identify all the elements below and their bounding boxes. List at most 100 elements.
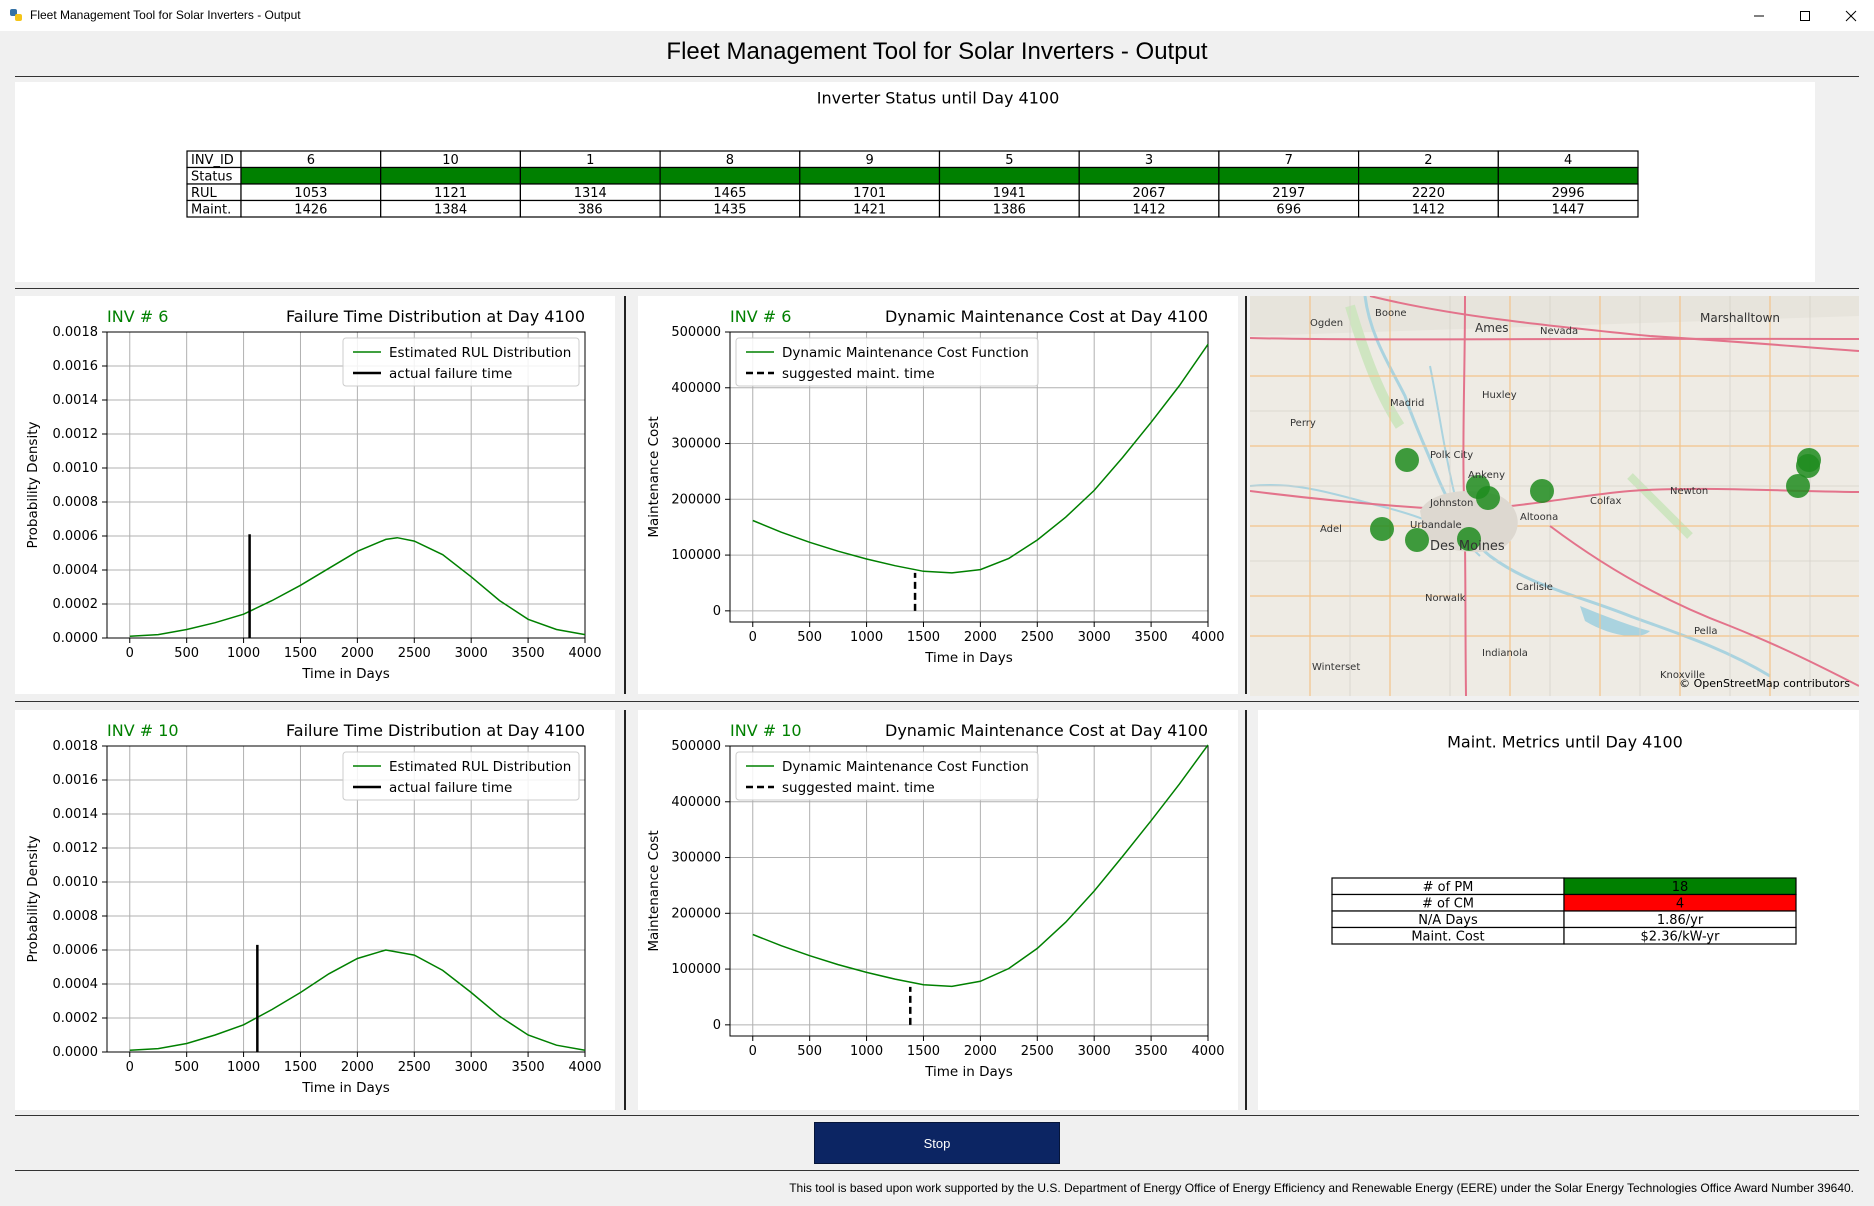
map-place-label: Urbandale xyxy=(1410,520,1462,531)
divider xyxy=(15,76,1859,77)
fleet-map[interactable]: Ogden Boone Ames Nevada Marshalltown Madrid Hu… xyxy=(1250,296,1859,696)
stop-button[interactable]: Stop xyxy=(814,1122,1060,1164)
maint-value: 1421 xyxy=(853,202,886,217)
y-axis-label: Probability Density xyxy=(25,422,41,549)
divider xyxy=(15,1115,1859,1116)
x-tick-label: 500 xyxy=(797,630,822,645)
map-place-label: Johnston xyxy=(1429,498,1473,509)
inverter-map-marker[interactable] xyxy=(1476,486,1500,510)
metric-label: # of PM xyxy=(1423,880,1474,895)
failure-plot-panel-1: 0 500 1000 1500 2000 2500 3000 3500 4000 0.0000 0.… xyxy=(15,296,615,694)
status-row-label: INV_ID xyxy=(191,153,234,168)
map-place-label: Adel xyxy=(1320,524,1342,535)
inverter-id: 5 xyxy=(1005,153,1013,168)
chart-legend: Dynamic Maintenance Cost Function suggest… xyxy=(735,337,1039,387)
map-attribution[interactable]: © OpenStreetMap contributors xyxy=(1679,677,1850,690)
python-app-icon xyxy=(10,9,22,21)
status-cell xyxy=(380,166,522,185)
x-tick-label: 0 xyxy=(749,630,757,645)
failure-plot-panel-2: 0 500 1000 1500 2000 2500 3000 3500 4000 0.0000 0.… xyxy=(15,710,615,1110)
y-tick-label: 0.0006 xyxy=(53,943,99,958)
rul-value: 1941 xyxy=(993,186,1026,201)
inverter-map-marker[interactable] xyxy=(1457,527,1481,551)
map-place-label: Perry xyxy=(1290,418,1316,429)
map-place-label: Ogden xyxy=(1310,318,1343,329)
y-tick-label: 200000 xyxy=(671,906,721,921)
chart-legend: Estimated RUL Distribution actual failure… xyxy=(342,751,580,801)
map-place-label: Polk City xyxy=(1430,450,1473,461)
x-tick-label: 1000 xyxy=(850,630,883,645)
map-place-label: Ames xyxy=(1475,321,1509,335)
metric-label: # of CM xyxy=(1422,896,1474,911)
maximize-button[interactable] xyxy=(1782,0,1828,31)
y-tick-label: 0.0010 xyxy=(53,875,99,890)
plot-frame xyxy=(106,331,586,639)
panel-separator xyxy=(624,710,626,1110)
map-place-label: Madrid xyxy=(1390,398,1424,409)
y-tick-label: 0.0012 xyxy=(53,841,99,856)
chart-title: Dynamic Maintenance Cost at Day 4100 xyxy=(885,721,1208,740)
x-axis-label: Time in Days xyxy=(924,650,1013,666)
x-axis-label: Time in Days xyxy=(924,1064,1013,1080)
legend-label: actual failure time xyxy=(389,366,512,382)
inverter-map-marker[interactable] xyxy=(1786,474,1810,498)
y-tick-label: 0.0002 xyxy=(53,1011,99,1026)
y-axis-label: Probability Density xyxy=(25,836,41,963)
inverter-map-marker[interactable] xyxy=(1395,448,1419,472)
y-tick-label: 300000 xyxy=(671,437,721,452)
x-tick-label: 4000 xyxy=(568,1060,601,1075)
close-button[interactable] xyxy=(1828,0,1874,31)
inverter-map-marker[interactable] xyxy=(1797,448,1821,472)
rul-value: 1465 xyxy=(713,186,746,201)
inverter-id: 2 xyxy=(1424,153,1432,168)
chart-title: Failure Time Distribution at Day 4100 xyxy=(286,721,585,740)
status-cell xyxy=(1078,166,1220,185)
chart-legend: Dynamic Maintenance Cost Function suggest… xyxy=(735,751,1039,801)
chart-title: Failure Time Distribution at Day 4100 xyxy=(286,307,585,326)
legend-label: Dynamic Maintenance Cost Function xyxy=(782,345,1029,361)
metric-label: N/A Days xyxy=(1418,913,1478,928)
y-tick-label: 100000 xyxy=(671,548,721,563)
panel-separator xyxy=(624,296,626,694)
y-tick-label: 0.0010 xyxy=(53,461,99,476)
minimize-button[interactable] xyxy=(1736,0,1782,31)
map-place-label: Carlisle xyxy=(1516,582,1553,593)
y-tick-label: 0.0008 xyxy=(53,909,99,924)
x-tick-label: 2500 xyxy=(398,1060,431,1075)
maint-value: 1435 xyxy=(713,202,746,217)
map-place-label: Des Moines xyxy=(1430,539,1505,554)
y-tick-label: 400000 xyxy=(671,795,721,810)
rul-value: 1121 xyxy=(434,186,467,201)
status-table-title: Inverter Status until Day 4100 xyxy=(817,89,1060,108)
close-icon xyxy=(1845,10,1857,21)
rul-value: 2197 xyxy=(1272,186,1305,201)
legend-label: Estimated RUL Distribution xyxy=(389,345,571,361)
x-tick-label: 1500 xyxy=(284,646,317,661)
map-panel[interactable]: Ogden Boone Ames Nevada Marshalltown Madrid Hu… xyxy=(1250,296,1859,696)
inverter-map-marker[interactable] xyxy=(1370,517,1394,541)
x-tick-label: 4000 xyxy=(568,646,601,661)
maintenance-cost-chart-inv6: 0 500 1000 1500 2000 2500 3000 3500 4000 0 100000 2… xyxy=(646,307,1225,666)
inverter-id: 1 xyxy=(586,153,594,168)
x-tick-label: 3500 xyxy=(512,646,545,661)
x-tick-label: 1500 xyxy=(907,1044,940,1059)
legend-label: suggested maint. time xyxy=(782,780,935,796)
x-tick-label: 1000 xyxy=(227,1060,260,1075)
inverter-map-marker[interactable] xyxy=(1530,479,1554,503)
plot-frame xyxy=(729,331,1209,623)
x-tick-label: 4000 xyxy=(1191,1044,1224,1059)
status-cell xyxy=(799,166,941,185)
maint-value: 696 xyxy=(1276,202,1301,217)
map-place-label: Altoona xyxy=(1520,512,1558,523)
window-title: Fleet Management Tool for Solar Inverter… xyxy=(30,8,301,22)
inverter-map-marker[interactable] xyxy=(1405,528,1429,552)
inverter-label: INV # 6 xyxy=(730,307,791,326)
y-tick-label: 0.0018 xyxy=(53,325,99,340)
metrics-table: Maint. Metrics until Day 4100 # of PM 18 #… xyxy=(1331,733,1797,945)
x-tick-label: 500 xyxy=(174,1060,199,1075)
x-tick-label: 3500 xyxy=(1135,1044,1168,1059)
metric-label: Maint. Cost xyxy=(1411,929,1484,944)
status-row-label: Status xyxy=(191,169,233,184)
maint-value: 1426 xyxy=(294,202,327,217)
legend-label: actual failure time xyxy=(389,780,512,796)
